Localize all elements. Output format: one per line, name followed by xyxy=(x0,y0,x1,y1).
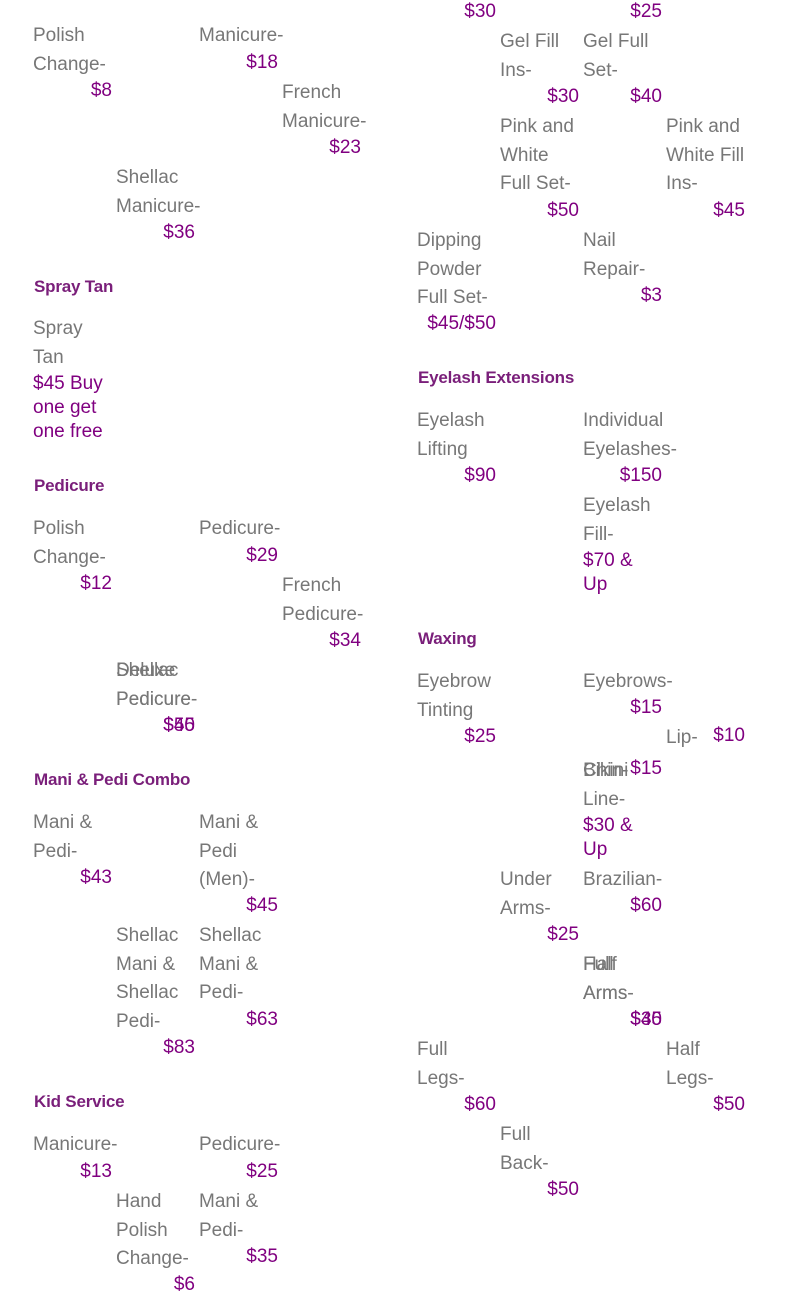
menu-item-price: $10 xyxy=(713,725,745,746)
menu-item-price: $60 xyxy=(464,1094,496,1115)
menu-item-name: Pedicure- xyxy=(199,518,281,539)
menu-item-price: $70 & Up xyxy=(583,550,633,595)
menu-item-name: Full Back- xyxy=(500,1124,549,1174)
menu-item-price: $90 xyxy=(464,465,496,486)
menu-item-name: Mani & Pedi- xyxy=(33,812,93,862)
menu-item-price: $15 xyxy=(630,697,662,718)
menu-item-name: Bikini Line- xyxy=(583,760,629,810)
section-heading-waxing: Waxing xyxy=(418,629,477,648)
menu-item-name: Manicure- xyxy=(199,25,284,46)
section-heading-pedicure: Pedicure xyxy=(34,476,105,495)
menu-item-name: Eyelash Lifting xyxy=(417,410,485,460)
menu-item-price: $6 xyxy=(173,1274,195,1295)
menu-item-price: $40 xyxy=(630,1009,662,1030)
menu-item-name: Pink and White Full Set- xyxy=(500,116,574,194)
menu-item-name: Polish Change- xyxy=(33,25,106,75)
menu-item-name: French Pedicure- xyxy=(282,575,364,625)
menu-item-name: Pedicure- xyxy=(199,1134,281,1155)
menu-item-price: $43 xyxy=(80,867,112,888)
menu-item-price: $30 & Up xyxy=(583,815,633,860)
menu-item-name: Full Legs- xyxy=(417,1039,465,1089)
menu-item-name: Deluxe Pedicure- xyxy=(116,660,198,710)
menu-item-price: $35 xyxy=(246,1246,278,1267)
menu-item-price: $36 xyxy=(163,222,195,243)
menu-item-price: $25 xyxy=(630,1,662,22)
menu-item-name: Nail Repair- xyxy=(583,230,646,280)
menu-item-price: $25 xyxy=(547,924,579,945)
menu-item-price: $45 xyxy=(163,715,195,736)
menu-item-price: $13 xyxy=(80,1161,112,1182)
menu-item-price: $50 xyxy=(163,715,195,736)
menu-item-name: French Manicure- xyxy=(282,82,367,132)
menu-item-price: $25 xyxy=(464,726,496,747)
menu-item-price: $15 xyxy=(630,758,662,779)
menu-item-price: $34 xyxy=(329,630,361,651)
menu-item-price: $50 xyxy=(547,1179,579,1200)
menu-item-price: $25 xyxy=(246,1161,278,1182)
menu-item-name: Shellac Manicure- xyxy=(116,167,201,217)
menu-item-name: Shellac Mani & Pedi- xyxy=(199,925,262,1003)
section-heading-mani-pedi-combo: Mani & Pedi Combo xyxy=(34,770,191,789)
section-heading-spray-tan: Spray Tan xyxy=(34,277,114,296)
menu-item-name: Hand Polish Change- xyxy=(116,1191,189,1269)
menu-item-price: $60 xyxy=(630,895,662,916)
menu-item-price: $18 xyxy=(246,52,278,73)
menu-item-name: Eyebrows- xyxy=(583,671,673,692)
menu-item-name: Polish Change- xyxy=(33,518,106,568)
menu-item-price: $150 xyxy=(619,465,662,486)
menu-item-price: $30 xyxy=(547,86,579,107)
menu-item-name: Mani & Pedi (Men)- xyxy=(199,812,259,890)
menu-item-price: $8 xyxy=(90,80,112,101)
menu-item-name: Gel Full Set- xyxy=(583,31,649,81)
menu-item-name: Pink and White Fill Ins- xyxy=(666,116,745,194)
menu-item-name: Brazilian- xyxy=(583,869,663,890)
menu-item-price: $3 xyxy=(640,285,662,306)
menu-item-name: Individual Eyelashes- xyxy=(583,410,677,460)
section-heading-kid-service: Kid Service xyxy=(34,1092,125,1111)
menu-item-name: Spray Tan xyxy=(33,318,83,368)
menu-item-price: $12 xyxy=(80,573,112,594)
menu-item-price: $63 xyxy=(246,1009,278,1030)
section-heading-eyelash-extensions: Eyelash Extensions xyxy=(418,368,575,387)
menu-item-price: $83 xyxy=(163,1037,195,1058)
menu-item-name: Chin- xyxy=(583,760,629,781)
menu-item-name: Full Arms- xyxy=(583,954,634,1004)
menu-item-name: Eyelash Fill- xyxy=(583,495,651,545)
menu-item-price: $23 xyxy=(329,137,361,158)
menu-item-name: Shellac Pedicure- xyxy=(116,660,198,710)
menu-item-name: Dipping Powder Full Set- xyxy=(417,230,488,308)
menu-item-name: Shellac Mani & Shellac Pedi- xyxy=(116,925,179,1032)
menu-item-price: $35 xyxy=(630,1009,662,1030)
menu-item-price: $45 xyxy=(246,895,278,916)
menu-item-price: $50 xyxy=(547,200,579,221)
menu-item-price: $29 xyxy=(246,545,278,566)
menu-item-name: Mani & Pedi- xyxy=(199,1191,259,1241)
menu-item-price: $30 xyxy=(464,1,496,22)
menu-item-name: Lip- xyxy=(666,727,698,748)
menu-item-price: $45 Buy one get one free xyxy=(33,373,103,442)
menu-item-price: $45/$50 xyxy=(427,313,496,334)
menu-item-price: $40 xyxy=(630,86,662,107)
menu-item-name: Gel Fill Ins- xyxy=(500,31,560,81)
menu-item-name: Half Legs- xyxy=(666,1039,714,1089)
menu-item-price: $45 xyxy=(713,200,745,221)
menu-item-name: Manicure- xyxy=(33,1134,118,1155)
menu-item-name: Eyebrow Tinting xyxy=(417,671,491,721)
menu-item-name: Half Arms- xyxy=(583,954,634,1004)
menu-item-price: $50 xyxy=(713,1094,745,1115)
menu-item-name: Under Arms- xyxy=(500,869,552,919)
